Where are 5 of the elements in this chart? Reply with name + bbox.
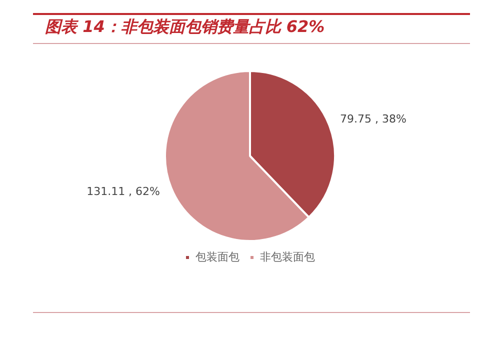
- chart-title: 图表 14：非包装面包销费量占比 62%: [45, 17, 325, 38]
- data-label: 131.11 , 62%: [86, 185, 160, 198]
- legend-label: 包装面包: [196, 250, 240, 264]
- legend-label: 非包装面包: [260, 250, 315, 264]
- data-label: 79.75 , 38%: [340, 112, 406, 126]
